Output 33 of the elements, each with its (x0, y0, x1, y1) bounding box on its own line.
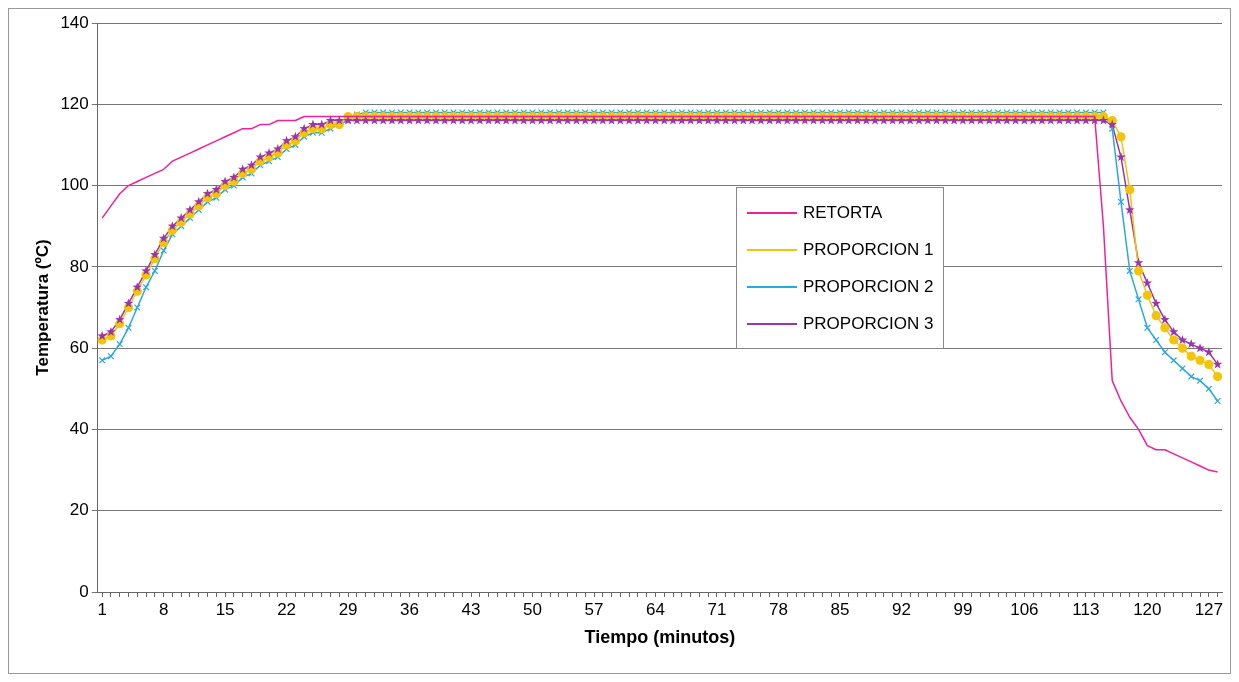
x-tick-label: 22 (277, 599, 297, 619)
x-tick-label: 36 (400, 599, 420, 619)
y-tick-label: 100 (60, 175, 89, 195)
x-axis-title: Tiempo (minutos) (584, 627, 736, 648)
x-tick-label: 1 (97, 599, 107, 619)
y-tick-label: 80 (69, 256, 89, 276)
x-tick-label: 120 (1133, 599, 1162, 619)
x-tick-label: 43 (461, 599, 481, 619)
legend-label: PROPORCION 3 (803, 313, 934, 334)
x-tick-label: 57 (584, 599, 604, 619)
y-axis-title: Temperatura (ºC) (32, 239, 52, 376)
x-tick-label: 127 (1194, 599, 1224, 619)
y-tick-label: 140 (60, 12, 89, 32)
x-tick-label: 50 (523, 599, 542, 619)
x-tick-label: 106 (1010, 599, 1039, 619)
x-tick-label: 78 (768, 599, 788, 619)
x-tick-label: 15 (215, 599, 235, 619)
legend-label: RETORTA (803, 202, 883, 223)
x-tick-label: 92 (891, 599, 911, 619)
x-tick-label: 29 (338, 599, 358, 619)
y-tick-label: 60 (69, 337, 89, 357)
x-tick-label: 113 (1072, 599, 1100, 619)
legend-label: PROPORCION 1 (803, 239, 934, 260)
y-tick-label: 40 (69, 419, 89, 439)
x-tick-label: 85 (830, 599, 850, 619)
x-tick-label: 64 (646, 599, 665, 619)
x-tick-label: 8 (158, 599, 169, 619)
y-tick-label: 0 (79, 581, 89, 601)
x-tick-label: 71 (707, 599, 727, 619)
legend-label: PROPORCION 2 (803, 276, 934, 297)
x-tick-label: 99 (953, 599, 973, 619)
y-tick-label: 20 (69, 500, 89, 520)
y-tick-label: 120 (60, 93, 89, 113)
